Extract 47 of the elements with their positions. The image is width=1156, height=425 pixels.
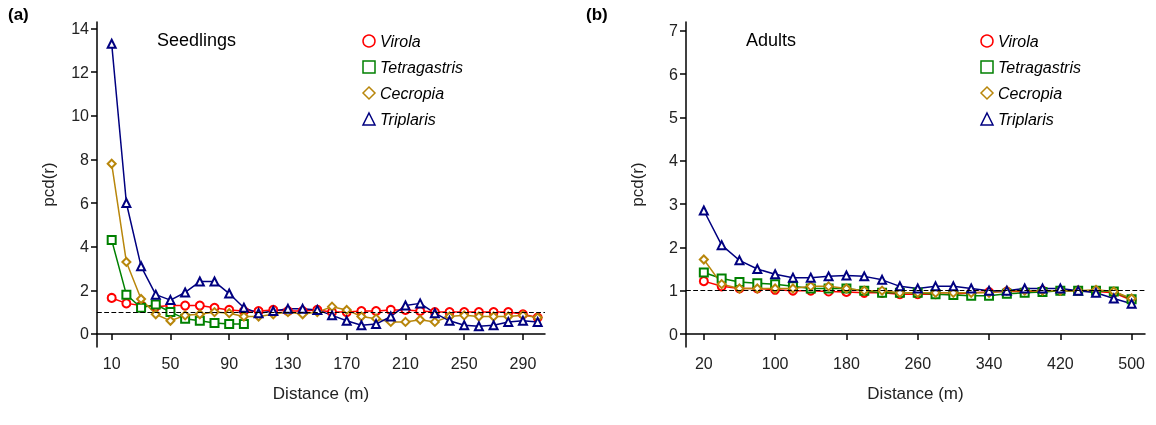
x-tick-label: 250 (450, 354, 478, 372)
legend-label: Cecropia (380, 84, 445, 102)
x-tick-label: 180 (833, 354, 860, 372)
x-tick-label: 340 (975, 354, 1003, 372)
x-tick-label: 50 (161, 354, 180, 372)
x-tick-label: 130 (274, 354, 302, 372)
x-axis-title: Distance (m) (272, 384, 370, 403)
y-tick-label: 2 (80, 281, 90, 299)
y-axis-title: pcd(r) (39, 162, 58, 207)
text: (a) (8, 5, 29, 24)
y-tick-label: 14 (71, 20, 90, 38)
y-tick-label: 8 (80, 150, 90, 168)
legend-label: Virola (380, 32, 421, 50)
legend-label: Tetragastris (380, 58, 463, 76)
x-tick-label: 500 (1118, 354, 1146, 372)
x-tick-label: 290 (509, 354, 537, 372)
legend-label: Triplaris (998, 110, 1054, 128)
y-tick-label: 5 (669, 108, 679, 126)
y-axis-title: pcd(r) (628, 162, 647, 207)
y-tick-label: 6 (669, 65, 679, 83)
y-tick-label: 0 (669, 325, 679, 343)
chart-title: Adults (746, 30, 797, 50)
y-tick-label: 7 (669, 22, 679, 40)
y-tick-label: 1 (669, 282, 679, 300)
x-axis-title: Distance (m) (867, 384, 964, 403)
legend-label: Cecropia (998, 84, 1063, 102)
x-tick-label: 420 (1046, 354, 1074, 372)
y-tick-label: 0 (80, 325, 90, 343)
x-tick-label: 170 (333, 354, 361, 372)
y-tick-label: 10 (71, 107, 90, 125)
x-tick-label: 10 (102, 354, 121, 372)
y-tick-label: 3 (669, 195, 679, 213)
x-tick-label: 260 (904, 354, 932, 372)
x-tick-label: 90 (220, 354, 239, 372)
x-tick-label: 20 (694, 354, 713, 372)
y-tick-label: 4 (669, 152, 679, 170)
x-tick-label: 210 (392, 354, 419, 372)
y-tick-label: 4 (80, 238, 90, 256)
y-tick-label: 12 (71, 63, 90, 81)
y-tick-label: 2 (669, 238, 679, 256)
text: (b) (586, 5, 608, 24)
legend-label: Virola (998, 32, 1039, 50)
legend-label: Triplaris (380, 110, 436, 128)
legend-label: Tetragastris (998, 58, 1081, 76)
y-tick-label: 6 (80, 194, 90, 212)
chart-title: Seedlings (157, 30, 237, 50)
x-tick-label: 100 (761, 354, 789, 372)
